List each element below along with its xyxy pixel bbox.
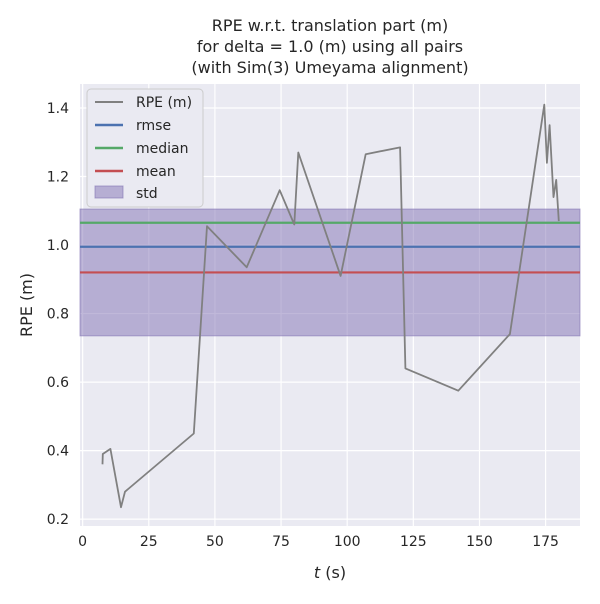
title-line-2: for delta = 1.0 (m) using all pairs <box>197 37 463 56</box>
y-tick-label: 0.8 <box>47 307 69 323</box>
y-tick-label: 0.2 <box>47 512 69 528</box>
x-tick-label: 0 <box>78 534 87 550</box>
legend-label-std: std <box>136 186 158 202</box>
legend-label-rmse: rmse <box>136 118 171 134</box>
y-tick-label: 0.4 <box>47 444 69 460</box>
x-tick-label: 175 <box>532 534 559 550</box>
legend-swatch-std <box>95 186 123 198</box>
title-line-3: (with Sim(3) Umeyama alignment) <box>191 58 468 77</box>
legend: RPE (m) rmse median mean std <box>87 89 203 207</box>
legend-label-median: median <box>136 141 188 157</box>
chart-title: RPE w.r.t. translation part (m) for delt… <box>191 16 468 77</box>
y-tick-label: 1.0 <box>47 238 69 254</box>
y-tick-label: 0.6 <box>47 375 69 391</box>
x-tick-label: 50 <box>206 534 224 550</box>
x-tick-label: 125 <box>400 534 427 550</box>
title-line-1: RPE w.r.t. translation part (m) <box>212 16 448 35</box>
x-tick-label: 25 <box>140 534 158 550</box>
y-tick-label: 1.2 <box>47 170 69 186</box>
x-tick-label: 100 <box>334 534 361 550</box>
x-tick-label: 75 <box>272 534 290 550</box>
y-tick-label: 1.4 <box>47 101 69 117</box>
y-axis-label: RPE (m) <box>17 273 36 337</box>
legend-label-mean: mean <box>136 164 176 180</box>
x-axis-label: t (s) <box>314 563 346 582</box>
x-tick-label: 150 <box>466 534 493 550</box>
legend-label-rpe: RPE (m) <box>136 95 192 111</box>
